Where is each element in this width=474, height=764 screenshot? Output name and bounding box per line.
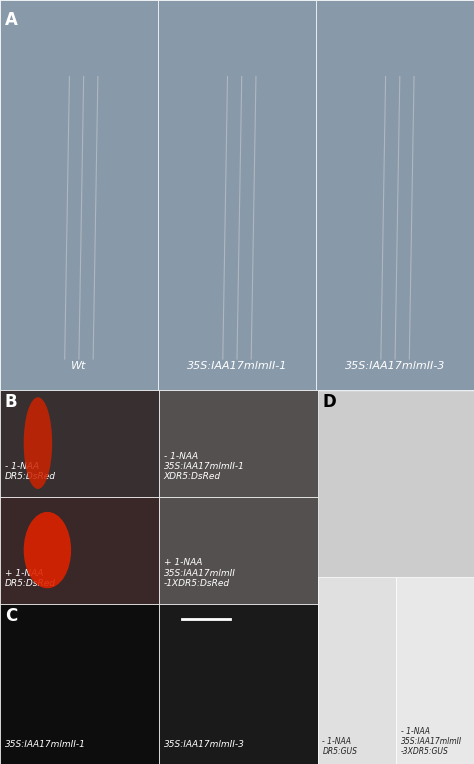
Bar (0, 390, 159, 497)
Bar (0, 497, 159, 604)
Text: Wt: Wt (71, 361, 87, 371)
Bar (316, 0, 474, 390)
Text: 35S:IAA17mlmII-1: 35S:IAA17mlmII-1 (187, 361, 287, 371)
Text: 35S:IAA17mlmII-3: 35S:IAA17mlmII-3 (345, 361, 445, 371)
Bar (159, 497, 318, 604)
Ellipse shape (24, 397, 52, 489)
Bar (396, 577, 474, 764)
Text: + 1-NAA
DR5:DsRed: + 1-NAA DR5:DsRed (5, 569, 56, 588)
Text: C: C (5, 607, 17, 626)
Bar (318, 577, 396, 764)
Text: - 1-NAA
35S:IAA17mlmII-1
XDR5:DsRed: - 1-NAA 35S:IAA17mlmII-1 XDR5:DsRed (164, 452, 245, 481)
Bar (159, 390, 318, 497)
Ellipse shape (24, 512, 71, 588)
Text: D: D (322, 393, 336, 412)
Text: - 1-NAA
35S:IAA17mlmII
-3XDR5:GUS: - 1-NAA 35S:IAA17mlmII -3XDR5:GUS (401, 727, 462, 756)
Bar (158, 0, 316, 390)
Text: A: A (5, 11, 18, 30)
Text: 35S:IAA17mlmII-1: 35S:IAA17mlmII-1 (5, 740, 86, 749)
Bar (0, 604, 159, 764)
Text: + 1-NAA
35S:IAA17mlmII
-1XDR5:DsRed: + 1-NAA 35S:IAA17mlmII -1XDR5:DsRed (164, 558, 236, 588)
Text: 35S:IAA17mlmII-3: 35S:IAA17mlmII-3 (164, 740, 245, 749)
Text: B: B (5, 393, 18, 412)
Bar (159, 604, 318, 764)
Text: - 1-NAA
DR5:DsRed: - 1-NAA DR5:DsRed (5, 462, 56, 481)
Text: - 1-NAA
DR5:GUS: - 1-NAA DR5:GUS (322, 737, 357, 756)
Bar (0, 0, 158, 390)
Bar (0, 0, 474, 390)
